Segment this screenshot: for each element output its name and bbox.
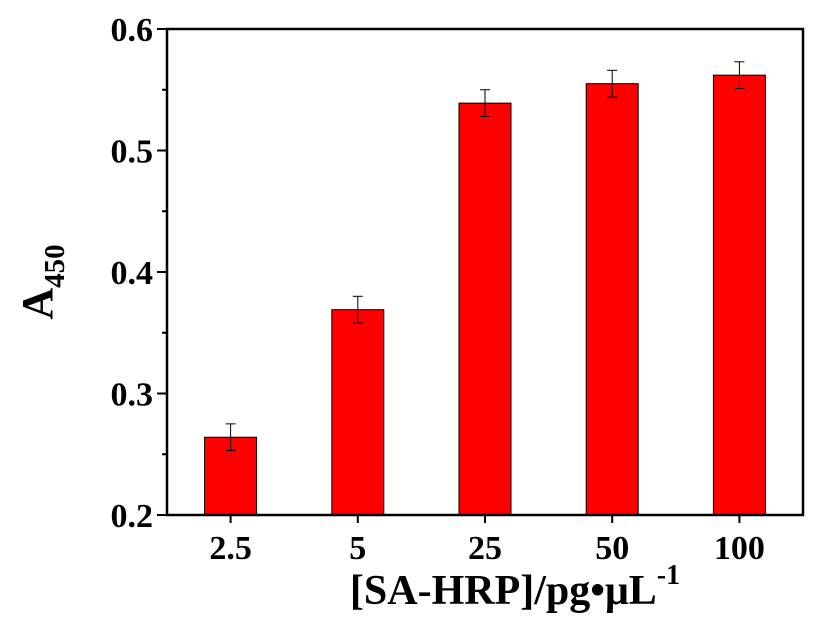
error-bar-5 bbox=[352, 295, 363, 324]
y-tick-label: 0.3 bbox=[111, 377, 154, 414]
y-tick-label: 0.5 bbox=[111, 134, 154, 171]
y-tick-label: 0.6 bbox=[111, 12, 154, 49]
y-axis-label-sub: 450 bbox=[39, 244, 71, 288]
error-bar-50 bbox=[607, 69, 618, 98]
x-axis-label-sup: -1 bbox=[657, 560, 680, 591]
error-bar-2.5 bbox=[225, 423, 236, 452]
bar-50 bbox=[585, 83, 639, 516]
x-axis-label-main: [SA-HRP]/pg•μL bbox=[350, 568, 657, 614]
x-tick-label: 50 bbox=[595, 530, 629, 567]
bar-100 bbox=[712, 74, 766, 516]
y-axis-label: A450 bbox=[13, 244, 71, 319]
x-tick-label: 5 bbox=[349, 530, 366, 567]
x-tick-label: 2.5 bbox=[209, 530, 252, 567]
x-axis-label: [SA-HRP]/pg•μL-1 bbox=[350, 560, 680, 614]
error-bars-group bbox=[225, 61, 745, 452]
y-axis-label-main: A bbox=[13, 288, 62, 320]
bar-5 bbox=[331, 309, 385, 516]
y-ticks-group: 0.2 0.3 0.4 0.5 0.6 bbox=[111, 12, 167, 535]
y-tick-label: 0.4 bbox=[111, 255, 154, 292]
y-tick-label: 0.2 bbox=[111, 498, 154, 535]
error-bar-100 bbox=[734, 61, 745, 90]
x-ticks-group: 2.5 5 25 50 100 bbox=[209, 515, 765, 567]
bars-group bbox=[204, 74, 766, 516]
bar-25 bbox=[458, 102, 512, 516]
x-tick-label: 25 bbox=[468, 530, 502, 567]
x-tick-label: 100 bbox=[714, 530, 765, 567]
error-bar-25 bbox=[480, 89, 490, 117]
